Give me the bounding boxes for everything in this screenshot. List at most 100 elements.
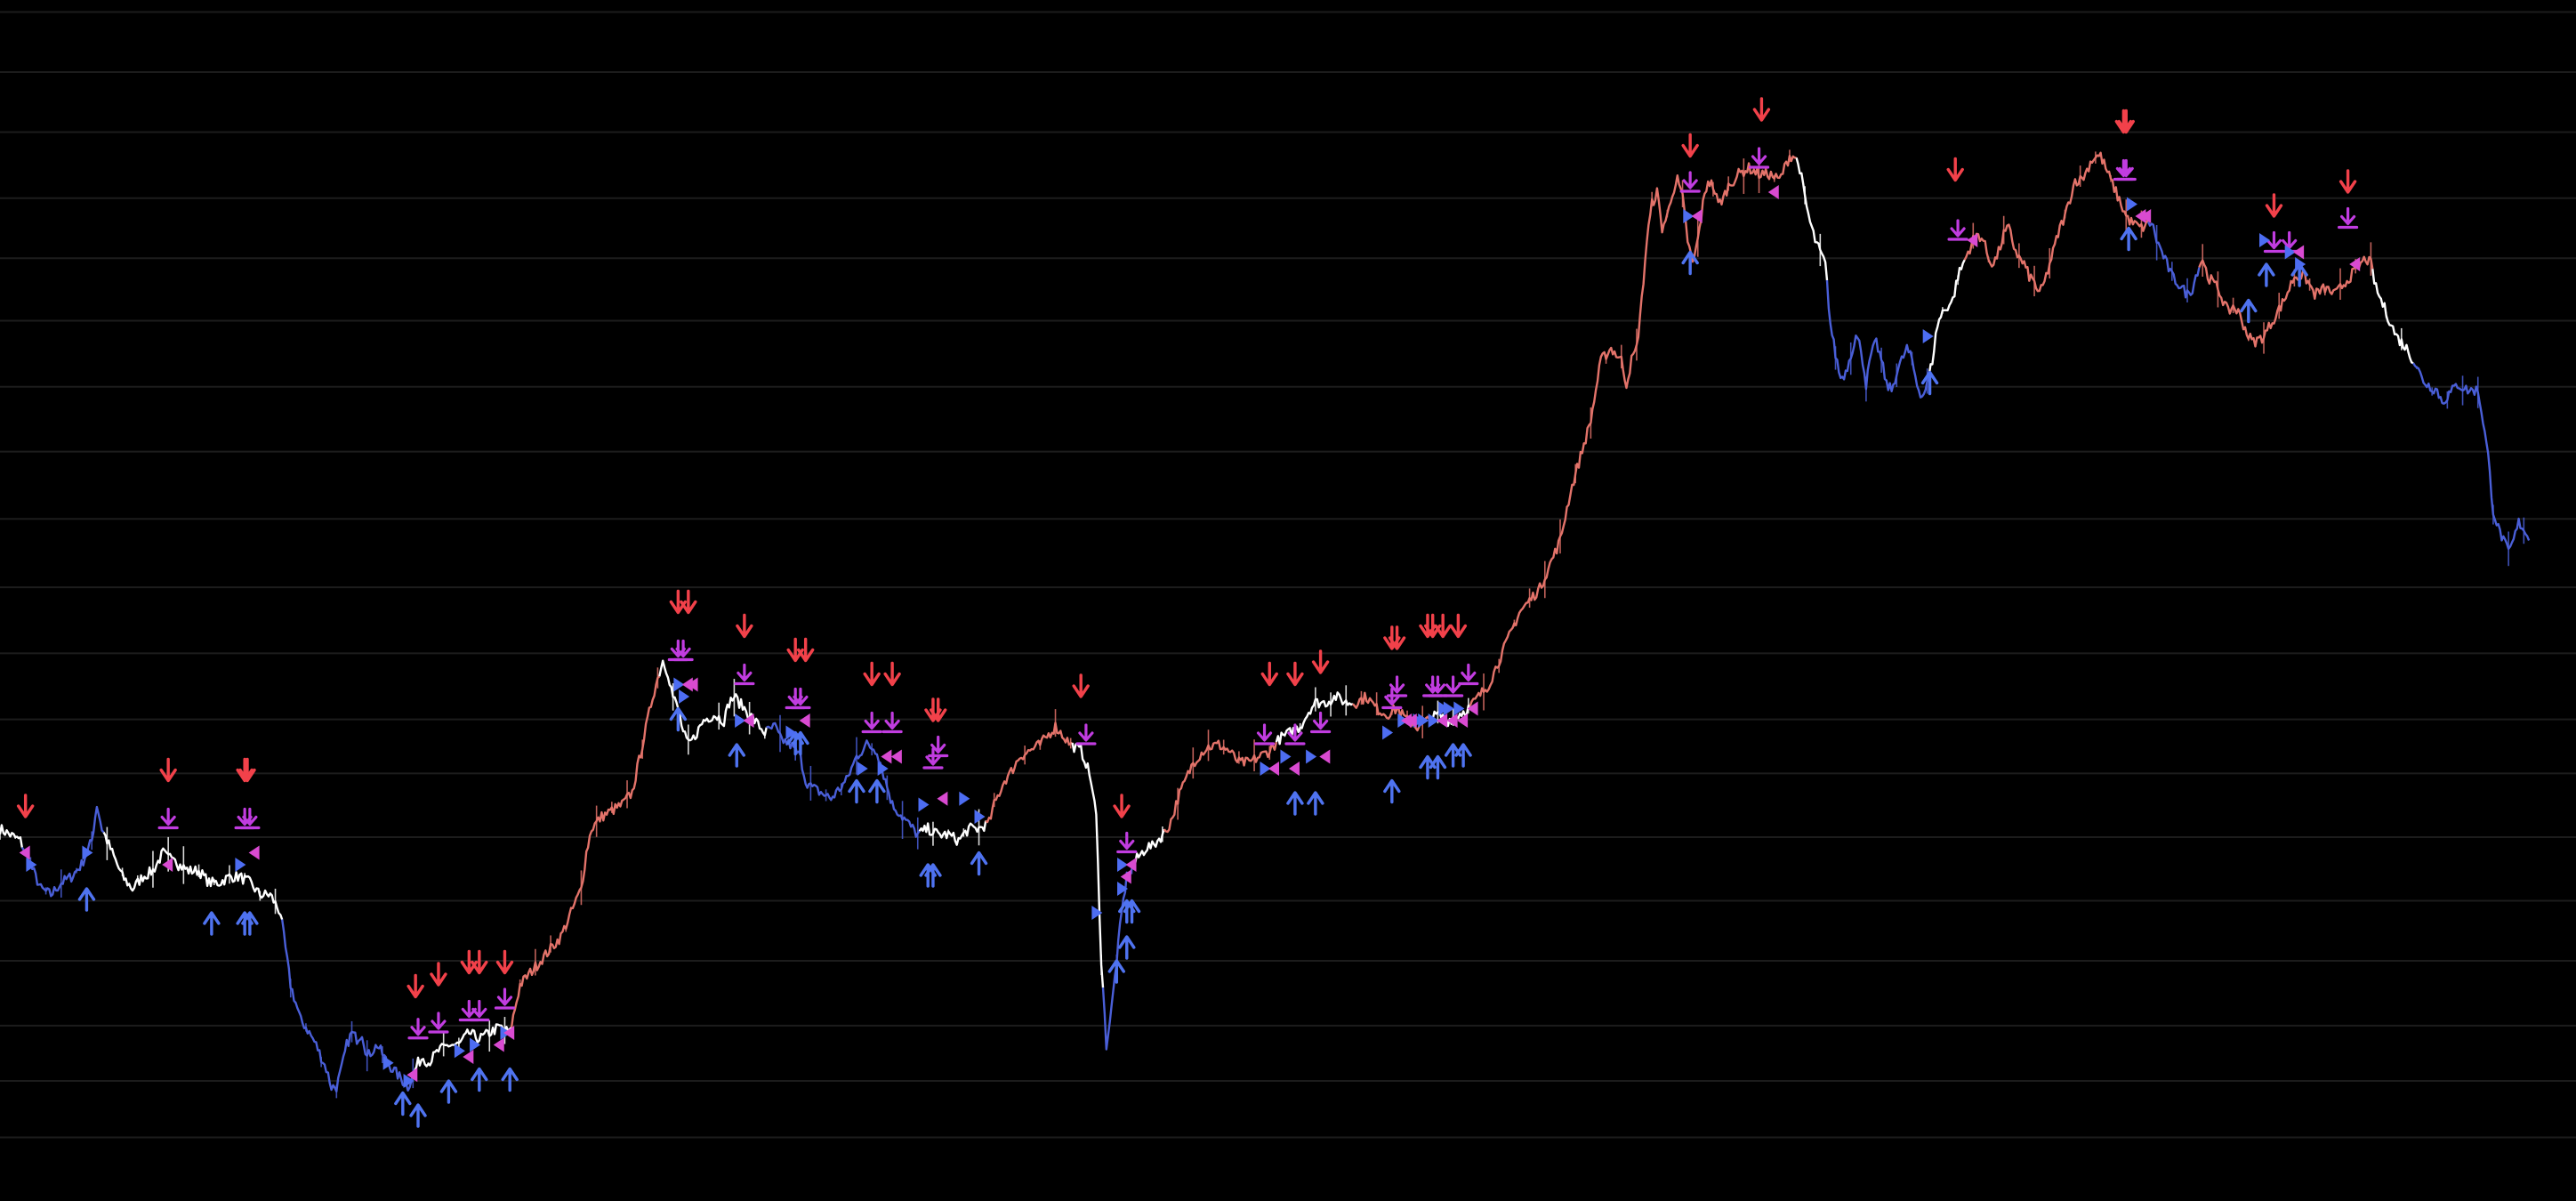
- sell-arrow-35: [2339, 169, 2357, 194]
- pink-side-marker-18: [1319, 749, 1331, 764]
- blue-side-marker-26: [1418, 713, 1429, 728]
- buy-arrow-1: [203, 911, 221, 936]
- price-segment-0: [0, 824, 23, 848]
- price-segment-19: [1825, 280, 1930, 399]
- price-segment-25: [2412, 362, 2531, 551]
- blue-side-marker-9: [679, 689, 690, 704]
- sell-arrow-33: [2117, 109, 2135, 134]
- signal-marker-7: [494, 987, 516, 1010]
- blue-side-marker-36: [2295, 257, 2306, 271]
- price-segment-23: [2198, 255, 2374, 348]
- signal-marker-0: [157, 807, 179, 830]
- signal-marker-23: [1386, 675, 1408, 697]
- buy-arrow-17: [970, 850, 988, 876]
- blue-side-marker-22: [1306, 749, 1317, 764]
- pink-side-marker-1: [162, 858, 173, 872]
- price-segment-2: [102, 832, 284, 921]
- buy-arrow-7: [471, 1067, 488, 1092]
- buy-arrow-30: [1920, 370, 1939, 396]
- signal-marker-3: [407, 1018, 429, 1040]
- buy-arrow-10: [728, 743, 745, 768]
- sell-arrow-15: [883, 661, 901, 687]
- blue-side-marker-34: [2259, 233, 2271, 247]
- blue-side-marker-13: [877, 762, 889, 776]
- blue-side-marker-20: [1260, 762, 1271, 776]
- pink-side-marker-15: [1125, 858, 1137, 872]
- price-segment-9: [985, 721, 1073, 824]
- buy-arrow-0: [77, 887, 96, 912]
- pink-side-marker-2: [248, 845, 260, 860]
- price-segment-1: [20, 805, 105, 898]
- gridlines: [0, 11, 2576, 1139]
- blue-side-marker-8: [673, 677, 685, 692]
- signal-marker-26: [1443, 675, 1464, 697]
- pink-side-marker-10: [799, 713, 810, 728]
- sell-arrow-20: [1260, 661, 1278, 687]
- blue-side-marker-35: [2284, 245, 2296, 260]
- price-series: [0, 149, 2531, 1099]
- buy-arrow-29: [1681, 250, 1699, 276]
- price-segment-22: [2147, 221, 2201, 299]
- blue-side-marker-15: [959, 791, 970, 806]
- signal-marker-18: [1116, 831, 1138, 854]
- sell-arrow-4: [407, 973, 424, 999]
- buy-arrow-25: [1419, 754, 1437, 780]
- signal-marker-16: [928, 735, 949, 758]
- sell-arrow-34: [2265, 193, 2283, 218]
- pink-side-marker-25: [1691, 209, 1703, 223]
- signal-marker-4: [428, 1012, 449, 1034]
- blue-side-marker-14: [918, 797, 930, 812]
- signal-marker-9: [672, 639, 694, 662]
- pink-side-marker-3: [407, 1068, 418, 1083]
- signal-marker-17: [1075, 723, 1097, 746]
- sell-arrow-30: [1752, 97, 1771, 122]
- signal-marker-2: [239, 807, 261, 830]
- pink-side-marker-27: [1967, 233, 1978, 247]
- sell-arrow-31: [1946, 157, 1964, 182]
- pink-side-marker-23: [1457, 713, 1469, 728]
- blue-side-marker-30: [1453, 701, 1465, 716]
- price-segment-13: [1163, 739, 1278, 834]
- blue-side-marker-3: [382, 1055, 394, 1070]
- buy-arrow-3: [241, 911, 259, 936]
- pink-side-marker-29: [2140, 209, 2152, 223]
- sell-arrow-24: [1388, 625, 1406, 650]
- blue-side-marker-33: [2126, 197, 2137, 212]
- signal-marker-6: [469, 999, 490, 1022]
- buy-arrow-16: [924, 863, 942, 888]
- price-segment-17: [1469, 155, 1797, 706]
- pink-side-marker-11: [881, 749, 892, 764]
- buy-arrow-12: [792, 730, 809, 756]
- sell-arrow-9: [669, 589, 688, 615]
- pink-side-marker-13: [937, 791, 948, 806]
- price-segment-3: [281, 919, 416, 1093]
- blue-side-marker-16: [974, 810, 986, 824]
- sell-arrow-29: [1681, 133, 1699, 158]
- price-segment-15: [1351, 691, 1430, 732]
- sell-arrow-8: [495, 949, 514, 975]
- sell-arrow-1: [159, 757, 177, 783]
- buy-arrow-32: [2258, 262, 2275, 287]
- blue-side-marker-12: [857, 762, 868, 776]
- pink-side-marker-21: [1437, 713, 1448, 728]
- pink-side-marker-31: [2349, 257, 2361, 271]
- price-segment-20: [1928, 259, 1966, 376]
- sell-arrow-22: [1311, 649, 1330, 674]
- blue-side-marker-10: [735, 713, 746, 728]
- signal-marker-33: [2263, 230, 2285, 254]
- sell-arrow-28: [1449, 613, 1468, 639]
- blue-side-marker-19: [1117, 858, 1129, 872]
- sell-arrow-14: [863, 661, 881, 687]
- buy-arrow-4: [394, 1091, 412, 1116]
- pink-side-marker-6: [503, 1026, 515, 1040]
- buy-arrow-23: [1307, 791, 1324, 816]
- pink-side-marker-20: [1405, 713, 1417, 728]
- price-segment-8: [918, 820, 987, 846]
- price-segment-12: [1132, 828, 1165, 868]
- blue-side-marker-11: [785, 725, 797, 740]
- blue-side-marker-29: [1443, 701, 1454, 716]
- pink-side-marker-14: [1120, 869, 1131, 884]
- sell-arrow-7: [471, 949, 488, 975]
